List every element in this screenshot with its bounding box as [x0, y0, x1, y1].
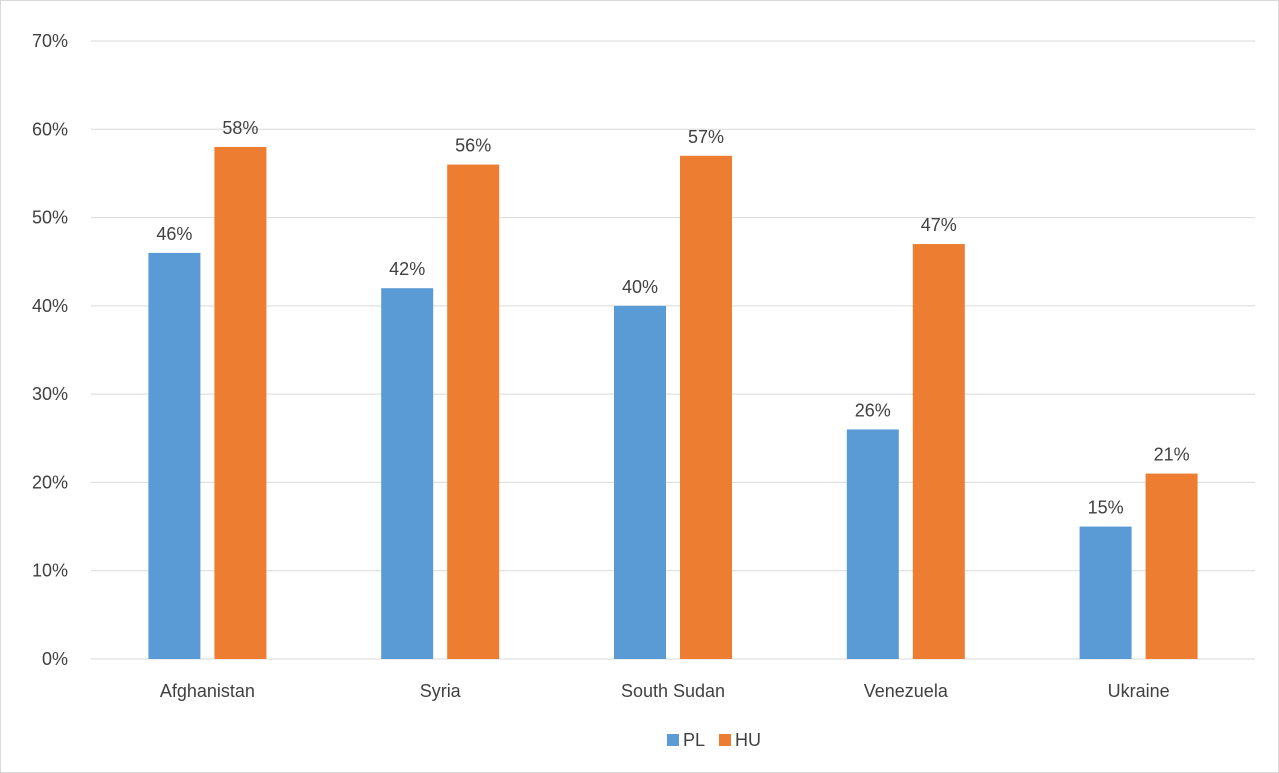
data-label: 42% [389, 259, 425, 279]
y-tick-label: 60% [32, 119, 68, 139]
bar-pl-afghanistan [148, 252, 201, 659]
bar-hu-ukraine [1145, 473, 1198, 659]
data-label: 15% [1088, 498, 1124, 518]
x-tick-label: Syria [420, 681, 462, 701]
y-axis-tick-labels: 0% 10% 20% 30% 40% 50% 60% 70% [32, 31, 68, 669]
data-label: 21% [1154, 445, 1190, 465]
bar-hu-afghanistan [214, 146, 267, 659]
data-label: 40% [622, 277, 658, 297]
y-tick-label: 70% [32, 31, 68, 51]
bar-hu-south-sudan [680, 155, 732, 659]
legend-label-hu: HU [735, 730, 761, 750]
legend-swatch-hu [719, 734, 731, 746]
data-labels: 46% 58% 42% 56% 40% 57% 26% 47% 15% 21% [156, 118, 1189, 518]
x-tick-label: Venezuela [864, 681, 949, 701]
x-tick-label: Ukraine [1108, 681, 1170, 701]
bar-pl-ukraine [1079, 526, 1132, 659]
x-tick-label: South Sudan [621, 681, 725, 701]
legend-label-pl: PL [683, 730, 705, 750]
data-label: 57% [688, 127, 724, 147]
bar-pl-venezuela [846, 429, 899, 659]
bar-hu-syria [447, 164, 500, 659]
data-label: 58% [222, 118, 258, 138]
bar-hu-venezuela [912, 244, 965, 660]
data-label: 56% [455, 136, 491, 156]
x-axis-tick-labels: Afghanistan Syria South Sudan Venezuela Ukra… [160, 681, 1170, 701]
y-tick-label: 0% [42, 649, 68, 669]
y-tick-label: 10% [32, 561, 68, 581]
bars [148, 146, 1198, 660]
y-tick-label: 40% [32, 296, 68, 316]
data-label: 26% [855, 400, 891, 420]
x-tick-label: Afghanistan [160, 681, 255, 701]
y-tick-label: 30% [32, 384, 68, 404]
data-label: 46% [156, 224, 192, 244]
bar-pl-south-sudan [614, 305, 666, 659]
gridlines [91, 40, 1255, 660]
y-tick-label: 20% [32, 472, 68, 492]
bar-pl-syria [381, 288, 434, 659]
data-label: 47% [921, 215, 957, 235]
y-tick-label: 50% [32, 208, 68, 228]
legend: PL HU [667, 730, 761, 750]
legend-swatch-pl [667, 734, 679, 746]
